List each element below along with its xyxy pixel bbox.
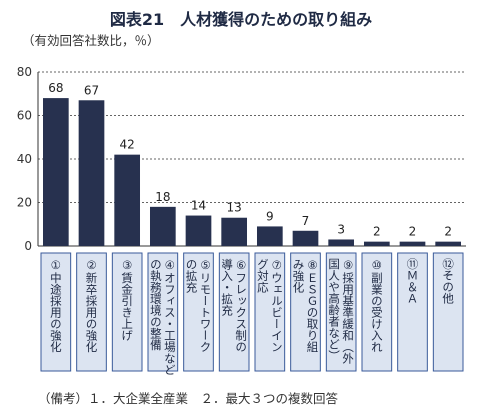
data-label: 3 <box>337 222 345 236</box>
category-label-box <box>432 252 464 372</box>
bar <box>149 206 176 246</box>
data-label: 67 <box>84 83 99 97</box>
category-label-box <box>147 252 179 372</box>
category-label-box <box>361 252 393 372</box>
data-label: 13 <box>227 201 242 215</box>
y-tick-label: 40 <box>17 152 32 166</box>
category-label: ⑫その他 <box>441 258 455 304</box>
bar <box>399 241 426 246</box>
category-label-box <box>218 252 250 372</box>
chart-title: 図表21 人材獲得のための取り組み <box>109 10 373 29</box>
footnote: （備考）１．大企業全産業 ２．最大３つの複数回答 <box>38 391 339 406</box>
category-label: ④オフィス・工場などの執務環境の整備 <box>149 258 177 376</box>
bar <box>42 98 69 246</box>
bar <box>221 217 248 246</box>
value-labels: 68 67 42 18 14 13 9 7 3 2 2 2 <box>48 81 452 239</box>
category-label: ⑧ＥＳＧの取り組み強化 <box>292 258 320 353</box>
data-label: 7 <box>302 214 310 228</box>
category-label: ⑪Ｍ＆Ａ <box>406 258 420 304</box>
data-label: 14 <box>191 199 206 213</box>
category-label: ①中途採用の強化 <box>49 258 63 353</box>
data-label: 2 <box>409 225 417 239</box>
category-label: ③賃金引き上げ <box>120 258 134 341</box>
bars <box>42 98 462 247</box>
category-label: ⑥フレックス制の導入・拡充 <box>220 257 248 352</box>
category-label-box <box>325 252 357 372</box>
category-label: ⑩副業の受け入れ <box>370 258 384 353</box>
category-label: ⑤リモートワークの拡充 <box>185 258 213 353</box>
bar <box>256 226 283 246</box>
data-label: 9 <box>266 209 274 223</box>
y-axis-ticks: 0 20 40 60 80 <box>17 65 32 253</box>
y-tick-label: 20 <box>17 196 32 210</box>
data-label: 2 <box>444 225 452 239</box>
category-label-box <box>183 252 214 372</box>
category-labels: ①中途採用の強化 ②新卒採用の強化 ③賃金引き上げ ④オフィス・工場などの執務環境の整… <box>40 252 464 376</box>
category-label-box <box>76 252 107 372</box>
data-label: 68 <box>48 81 63 95</box>
category-label-box <box>397 252 428 372</box>
category-label: ⑦ウェルビーイング対応 <box>256 258 284 353</box>
category-label-box <box>254 252 286 372</box>
y-tick-label: 60 <box>17 109 32 123</box>
y-tick-label: 0 <box>24 239 32 253</box>
data-label: 2 <box>373 225 381 239</box>
data-label: 42 <box>120 138 135 152</box>
bar <box>185 215 212 246</box>
bar <box>363 241 390 246</box>
bar <box>78 100 105 247</box>
data-label: 18 <box>155 190 170 204</box>
category-label-box <box>40 252 72 372</box>
category-label-box <box>290 252 321 372</box>
bar <box>435 241 462 246</box>
category-label: ⑨採用基準緩和（外国人や高齢者など） <box>327 258 355 365</box>
category-label: ②新卒採用の強化 <box>85 258 99 353</box>
bar <box>114 154 141 246</box>
bar <box>292 230 319 246</box>
y-tick-label: 80 <box>17 65 32 79</box>
grid-layer <box>37 71 466 247</box>
category-label-box <box>111 252 143 372</box>
unit-label: （有効回答社数比，％） <box>22 33 160 48</box>
bar <box>328 239 355 246</box>
